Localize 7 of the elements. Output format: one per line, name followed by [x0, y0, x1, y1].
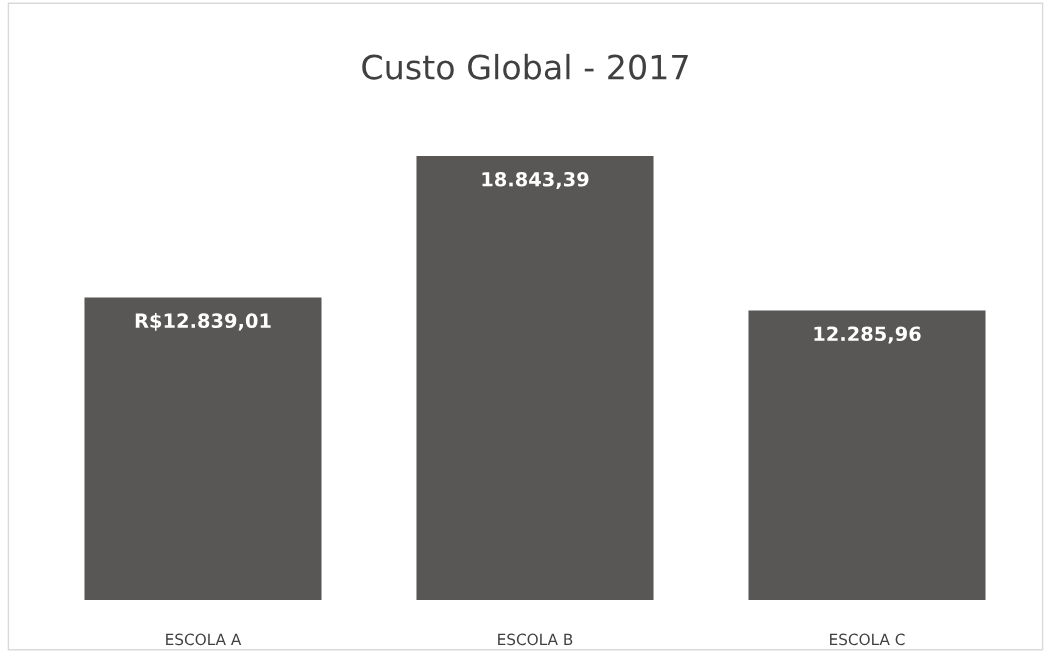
chart-title: Custo Global - 2017 [362, 53, 688, 80]
x-tick-label: ESCOLA A [166, 633, 242, 646]
data-label: 18.843,39 [482, 171, 589, 190]
data-label: 12.285,96 [814, 326, 921, 344]
x-tick-label: ESCOLA C [830, 633, 905, 646]
x-tick-label: ESCOLA B [498, 633, 573, 646]
data-label: R$12.839,01 [135, 313, 271, 331]
